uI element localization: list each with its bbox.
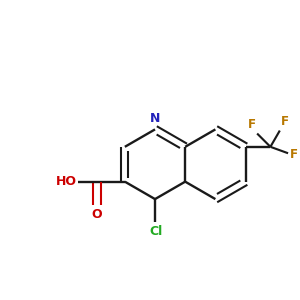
Text: F: F (281, 116, 289, 128)
Text: N: N (150, 112, 160, 125)
Text: F: F (248, 118, 256, 131)
Text: HO: HO (56, 175, 77, 188)
Text: Cl: Cl (149, 225, 162, 238)
Text: O: O (92, 208, 102, 221)
Text: F: F (290, 148, 298, 161)
